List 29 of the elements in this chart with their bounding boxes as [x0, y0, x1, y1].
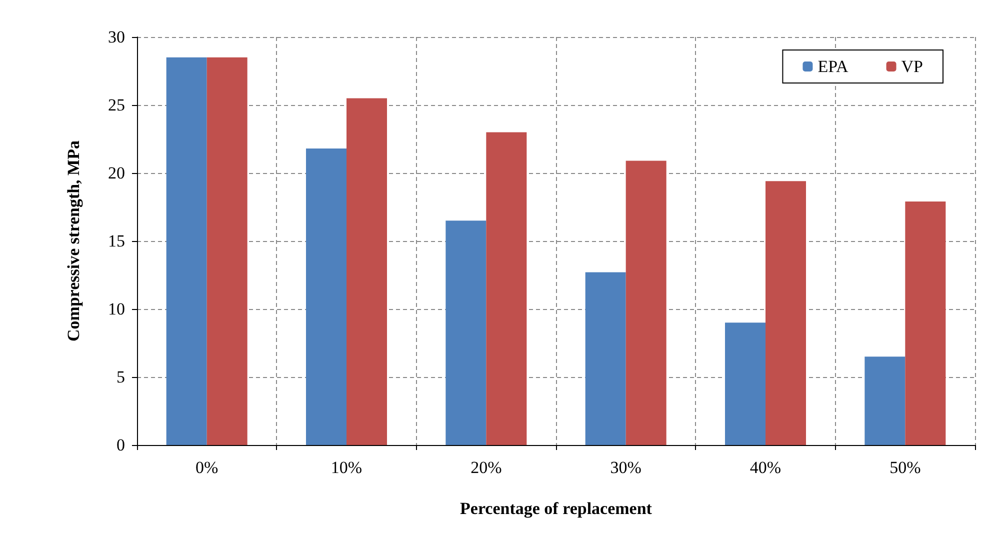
bar	[486, 132, 527, 445]
x-tick-label: 50%	[890, 458, 921, 477]
x-tick-label: 40%	[750, 458, 782, 477]
y-tick-label: 10	[108, 300, 125, 318]
bar	[724, 322, 766, 445]
y-tick-label: 25	[108, 96, 125, 114]
bar	[166, 57, 207, 445]
x-axis-title: Percentage of replacement	[460, 499, 652, 518]
bar	[206, 57, 248, 445]
y-axis-title: Compressive strength, MPa	[64, 140, 83, 342]
bar	[766, 181, 806, 445]
bar	[446, 220, 486, 445]
bar	[585, 272, 626, 445]
y-tick-label: 30	[108, 28, 125, 46]
x-tick-label: 30%	[610, 458, 642, 477]
bar	[864, 356, 906, 445]
x-tick-label: 10%	[330, 458, 362, 477]
y-tick-label: 20	[108, 164, 125, 182]
legend-label: VP	[901, 57, 924, 76]
bar	[346, 98, 388, 445]
x-tick-label: 0%	[195, 458, 218, 477]
y-tick-label: 5	[116, 368, 125, 386]
bar	[626, 160, 666, 445]
y-tick-label: 0	[116, 436, 125, 454]
y-tick-label: 15	[108, 232, 125, 250]
x-tick-label: 20%	[470, 458, 502, 477]
bar	[905, 202, 946, 445]
legend-label: EPA	[818, 57, 849, 76]
bar	[306, 148, 346, 445]
